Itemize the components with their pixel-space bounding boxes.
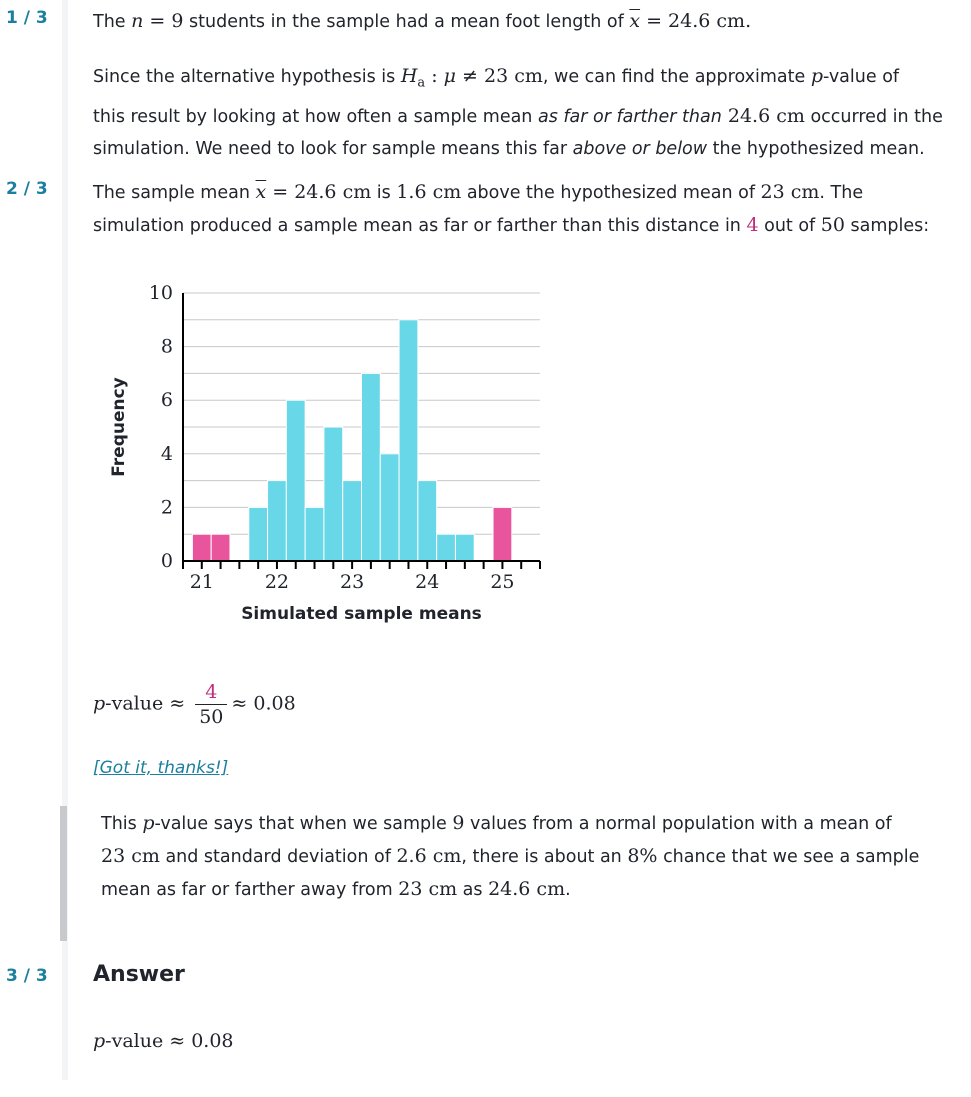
step-label-3: 3 / 3: [6, 966, 48, 986]
hint-bar: [60, 806, 67, 941]
step2-explanation: The sample mean x = 24.6 cm is 1.6 cm ab…: [93, 181, 930, 236]
histogram-bar: [361, 372, 381, 562]
y-tick-label: 10: [149, 282, 173, 304]
y-tick-label: 6: [161, 389, 173, 411]
step-rail: [62, 0, 68, 1080]
histogram-bar: [285, 399, 306, 562]
histogram-bar: [323, 426, 344, 562]
step-label-1: 1 / 3: [6, 8, 48, 28]
y-tick-label: 2: [161, 496, 173, 518]
x-tick-label: 21: [190, 571, 214, 593]
answer-title: Answer: [93, 962, 185, 987]
x-tick-label: 24: [415, 571, 439, 593]
step1-sentence: The n = 9 students in the sample had a m…: [93, 10, 752, 32]
y-tick-label: 8: [161, 336, 173, 358]
x-tick-label: 25: [490, 571, 514, 593]
histogram-bar: [492, 506, 513, 562]
pvalue-expression: p-value ≈ 4 50 ≈ 0.08: [93, 680, 296, 729]
got-it-link[interactable]: [Got it, thanks!]: [93, 758, 229, 778]
y-axis-title: Frequency: [109, 377, 129, 477]
histogram-bar: [342, 480, 362, 562]
histogram-bar: [191, 533, 212, 562]
x-tick-label: 23: [340, 571, 364, 593]
step1-explanation: Since the alternative hypothesis is Ha :…: [93, 65, 943, 159]
answer-value: p-value ≈ 0.08: [93, 1030, 234, 1052]
histogram-bar: [248, 506, 269, 562]
histogram-bar: [379, 453, 400, 562]
step-label-2: 2 / 3: [6, 179, 48, 199]
histogram-bar: [304, 506, 325, 562]
pvalue-fraction: 4 50: [195, 680, 228, 729]
histogram-bar: [267, 480, 287, 562]
histogram-bar: [436, 533, 456, 562]
y-tick-label: 4: [161, 443, 173, 465]
histogram-bar: [454, 533, 475, 562]
y-tick-label: 0: [161, 550, 173, 572]
histogram-bar: [210, 533, 231, 562]
x-axis-title: Simulated sample means: [241, 604, 482, 624]
histogram-bar: [398, 319, 419, 562]
histogram-bar: [417, 480, 438, 562]
x-tick-label: 22: [265, 571, 289, 593]
hint-text: This p-value says that when we sample 9 …: [101, 812, 920, 900]
